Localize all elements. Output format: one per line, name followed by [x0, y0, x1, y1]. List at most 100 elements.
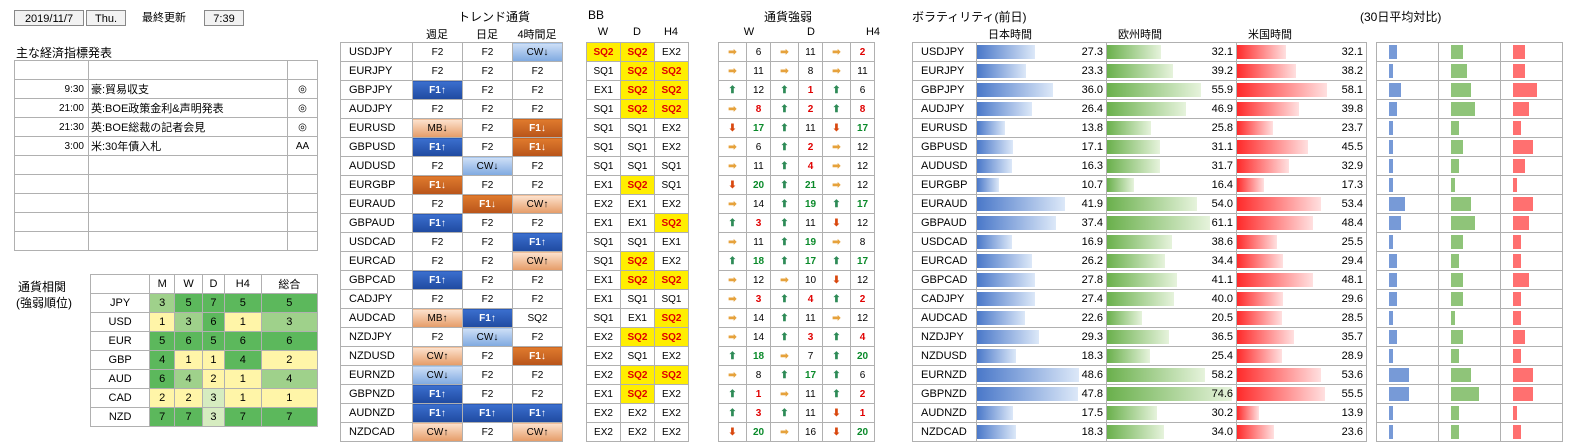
bb-row: SQ1 SQ2 EX2 — [586, 251, 689, 271]
trend-cell: F2 — [512, 80, 563, 100]
strength-value: 11 — [798, 42, 823, 62]
bb-row: EX1 SQ2 SQ2 — [586, 270, 689, 290]
econ-event — [88, 231, 288, 251]
trend-cell: F2 — [512, 270, 563, 290]
trend-cell: F2 — [462, 42, 513, 62]
vol-value: 20.5 — [1211, 312, 1233, 324]
bb-cell: SQ1 — [586, 156, 621, 176]
arrow-icon: ➡ — [770, 346, 799, 366]
trend-cell: F2 — [512, 175, 563, 195]
econ-row: 21:30 英:BOE総裁の記者会見 ◎ — [14, 117, 318, 137]
ratio-cell — [1438, 384, 1501, 404]
bb-cell: SQ2 — [620, 251, 655, 271]
arrow-icon: ➡ — [718, 137, 747, 157]
column-header: 日本時間 — [988, 29, 1032, 41]
ratio-cell — [1500, 194, 1563, 214]
arrow-icon: ➡ — [822, 42, 851, 62]
bb-row: EX2 EX2 EX2 — [586, 403, 689, 423]
arrow-icon: ⬆ — [718, 251, 747, 271]
strength-row: ⬆ 18 ➡ 7 ⬆ 20 — [718, 346, 875, 366]
trend-cell: F2 — [462, 175, 513, 195]
strength-value: 11 — [850, 61, 875, 81]
econ-row: 9:30 豪:貿易収支 ◎ — [14, 79, 318, 99]
vol-bar — [1107, 406, 1158, 420]
vol-value: 74.6 — [1211, 388, 1233, 400]
ratio-bar — [1451, 311, 1455, 325]
arrow-icon: ⬆ — [770, 251, 799, 271]
strength-title: 通貨強弱 — [764, 10, 813, 24]
vol-cell: 23.6 — [1236, 422, 1367, 442]
ratio-bar — [1513, 349, 1521, 363]
vol-bar — [1107, 140, 1160, 154]
vol-subtitle: (30日平均対比) — [1360, 10, 1442, 24]
trend-cell: F2 — [462, 232, 513, 252]
bb-row: EX2 SQ1 EX2 — [586, 346, 689, 366]
bb-cell: EX1 — [586, 289, 621, 309]
vol-value: 25.8 — [1211, 122, 1233, 134]
ratio-bar — [1513, 387, 1533, 401]
vol-bar — [977, 45, 1036, 59]
bb-cell: EX2 — [586, 194, 621, 214]
arrow-icon: ⬆ — [770, 80, 799, 100]
vol-bar — [1237, 273, 1314, 287]
arrow-icon: ⬆ — [718, 80, 747, 100]
econ-event — [88, 155, 288, 175]
vol-row: NZDCAD 18.3 34.0 23.6 — [912, 422, 1367, 442]
ratio-row — [1376, 61, 1563, 81]
ratio-cell — [1438, 175, 1501, 195]
pair-label: EURGBP — [912, 175, 977, 195]
ratio-cell — [1376, 365, 1439, 385]
strength-value: 6 — [746, 42, 771, 62]
corr-cell: 5 — [223, 293, 262, 313]
corr-ccy: AUD — [89, 369, 151, 389]
bb-cell: SQ2 — [620, 365, 655, 385]
trend-cell: F2 — [512, 99, 563, 119]
corr-cell: 3 — [260, 312, 319, 332]
trend-cell: F2 — [412, 289, 463, 309]
column-header: W — [597, 26, 609, 38]
trend-cell: F1↑ — [512, 403, 563, 423]
bb-cell: EX1 — [654, 232, 689, 252]
vol-cell: 17.1 — [976, 137, 1107, 157]
ratio-row — [1376, 118, 1563, 138]
vol-title: ボラティリティ(前日) — [912, 10, 1027, 24]
arrow-icon: ⬆ — [822, 99, 851, 119]
trend-cell: CW↑ — [412, 422, 463, 442]
arrow-icon: ➡ — [718, 61, 747, 81]
econ-event: 英:BOE総裁の記者会見 — [88, 117, 288, 137]
strength-value: 6 — [850, 365, 875, 385]
ratio-bar — [1389, 349, 1393, 363]
arrow-icon: ➡ — [718, 99, 747, 119]
updated-label: 最終更新 — [142, 12, 186, 24]
arrow-icon: ➡ — [718, 308, 747, 328]
arrow-icon: ⬆ — [770, 213, 799, 233]
vol-value: 32.9 — [1341, 160, 1363, 172]
arrow-icon: ⬆ — [718, 384, 747, 404]
pair-label: EURJPY — [340, 61, 413, 81]
bb-cell: EX2 — [620, 403, 655, 423]
vol-row: NZDUSD 18.3 25.4 28.9 — [912, 346, 1367, 366]
vol-cell: 28.5 — [1236, 308, 1367, 328]
ratio-cell — [1438, 365, 1501, 385]
bb-row: EX2 EX2 EX2 — [586, 422, 689, 442]
strength-value: 4 — [850, 327, 875, 347]
trend-cell: F2 — [462, 80, 513, 100]
trend-cell: F1↓ — [462, 194, 513, 214]
vol-bar — [1107, 216, 1211, 230]
bb-cell: EX2 — [654, 251, 689, 271]
bb-row: SQ1 EX1 SQ2 — [586, 308, 689, 328]
ratio-bar — [1513, 254, 1521, 268]
ratio-row — [1376, 175, 1563, 195]
vol-cell: 74.6 — [1106, 384, 1237, 404]
ratio-bar — [1451, 45, 1463, 59]
corr-header: M W D H4 総合 — [89, 274, 319, 294]
vol-cell: 39.2 — [1106, 61, 1237, 81]
vol-cell: 54.0 — [1106, 194, 1237, 214]
vol-value: 16.9 — [1081, 236, 1103, 248]
bb-cell: EX1 — [586, 384, 621, 404]
vol-cell: 38.2 — [1236, 61, 1367, 81]
ratio-bar — [1451, 425, 1459, 439]
trend-cell: F1↓ — [512, 118, 563, 138]
strength-value: 14 — [746, 308, 771, 328]
vol-row: GBPJPY 36.0 55.9 58.1 — [912, 80, 1367, 100]
